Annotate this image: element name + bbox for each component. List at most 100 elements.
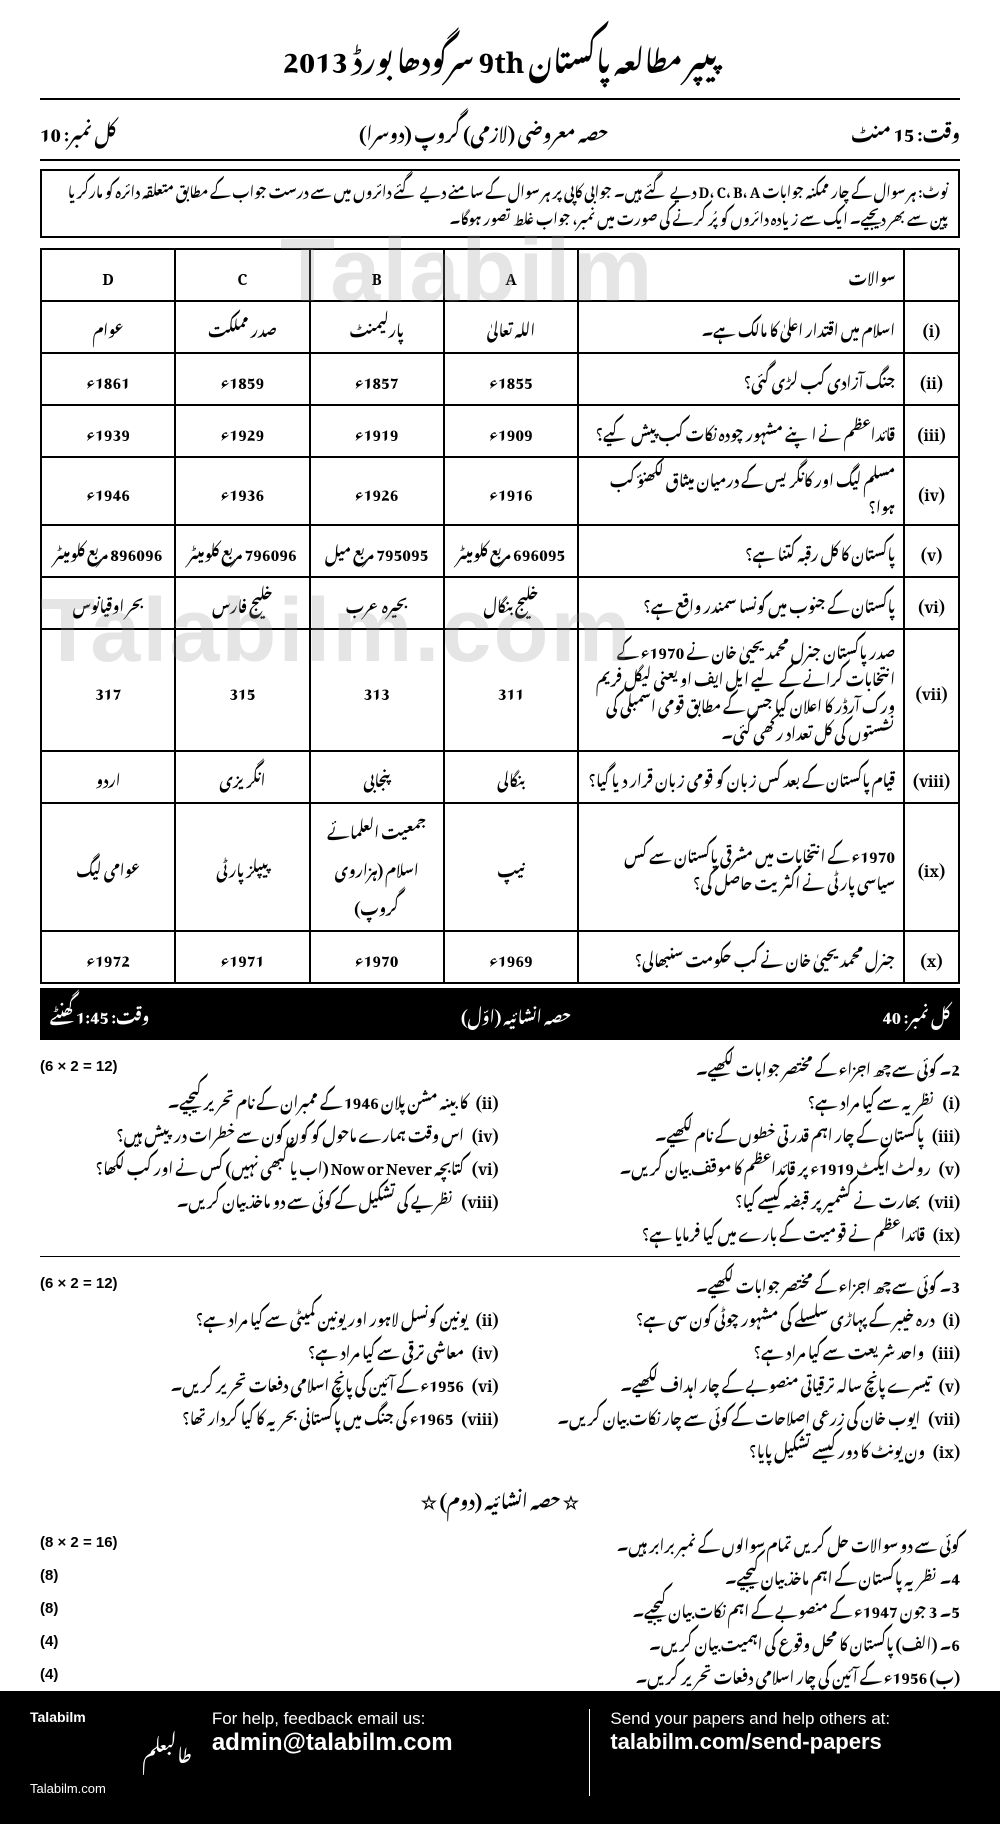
mcq-question: قیام پاکستان کے بعد کس زبان کو قومی زبان…	[578, 751, 904, 803]
exam-page: Talabilm Talabilm.com پیپر مطالعہ پاکستا…	[0, 0, 1000, 1691]
part-num: (v)	[939, 1149, 960, 1182]
bar-time: وقت: 1:45 گھنٹے	[50, 994, 149, 1034]
mcq-opt-c: خلیج فارس	[175, 577, 309, 629]
mcq-row: (x)جنرل محمد یحییٰ خان نے کب حکومت سنبھا…	[41, 931, 959, 983]
long-head-marks: (8 × 2 = 16)	[40, 1526, 118, 1559]
mcq-opt-c: 1929ء	[175, 405, 309, 457]
mcq-opt-b: 1926ء	[310, 457, 444, 525]
part-text: تیسرے پانچ سالہ ترقیاتی منصوبے کے چار اہ…	[620, 1366, 931, 1399]
mcq-question: جنگ آزادی کب لڑی گئی؟	[578, 353, 904, 405]
mcq-opt-b: جمعیت العلمائے اسلام (ہزاروی گروپ)	[310, 803, 444, 931]
longq-text: 4۔ نظریہ پاکستان کے اہم ماخذ بیان کیجیے۔	[725, 1559, 960, 1592]
mcq-num: (ii)	[904, 353, 959, 405]
long-question: 5۔ 3 جون 1947ء کے منصوبے کے اہم نکات بیا…	[40, 1592, 960, 1625]
part-num: (ii)	[476, 1083, 499, 1116]
col-num	[904, 249, 959, 301]
mcq-opt-d: بحر اوقیانوس	[41, 577, 175, 629]
part-num: (iii)	[932, 1116, 960, 1149]
mcq-question: جنرل محمد یحییٰ خان نے کب حکومت سنبھالی؟	[578, 931, 904, 983]
mcq-opt-a: 311	[444, 629, 578, 751]
subject-label: حصہ معروضی (لازمی) گروپ (دوسرا)	[359, 108, 608, 153]
mcq-opt-d: 1972ء	[41, 931, 175, 983]
mcq-opt-d: اردو	[41, 751, 175, 803]
q2-part: (ii)کابینہ مشن پلان 1946 کے ممبران کے نا…	[57, 1083, 499, 1116]
part-num: (i)	[943, 1300, 960, 1333]
question-2: 2۔ کوئی سے چھ اجزاء کے مختصر جوابات لکھی…	[40, 1050, 960, 1248]
mcq-opt-a: 1916ء	[444, 457, 578, 525]
mcq-question: قائداعظم نے اپنے مشہور چودہ نکات کب پیش …	[578, 405, 904, 457]
bar-marks: کل نمبر: 40	[883, 994, 950, 1034]
q3-marks: (6 × 2 = 12)	[40, 1267, 118, 1300]
page-footer: Talabilm طالبعلم Talabilm.com For help, …	[0, 1691, 1000, 1824]
mcq-opt-a: 696095 مربع کلومیٹر	[444, 525, 578, 577]
q2-part: (iii)پاکستان کے چار اہم قدرتی خطوں کے نا…	[518, 1116, 960, 1149]
part-text: اس وقت ہمارے ماحول کو کون کون سے خطرات د…	[116, 1116, 464, 1149]
footer-brand: Talabilm طالبعلم Talabilm.com	[30, 1709, 192, 1796]
section-bar: کل نمبر: 40 حصہ انشائیہ (اوّل) وقت: 1:45…	[40, 988, 960, 1040]
longq-marks: (4)	[40, 1658, 58, 1691]
mcq-opt-d: 1939ء	[41, 405, 175, 457]
part-num: (iv)	[472, 1116, 498, 1149]
part-text: ون یونٹ کا دور کیسے تشکیل پایا؟	[749, 1432, 925, 1465]
mcq-row: (vi)پاکستان کے جنوب میں کونسا سمندر واقع…	[41, 577, 959, 629]
col-question: سوالات	[578, 249, 904, 301]
mcq-opt-d: 317	[41, 629, 175, 751]
sub-header: وقت: 15 منٹ حصہ معروضی (لازمی) گروپ (دوس…	[40, 108, 960, 161]
long-head-text: کوئی سے دو سوالات حل کریں تمام سوالوں کے…	[617, 1526, 960, 1559]
q3-part: (iii)واحد شریعت سے کیا مراد ہے؟	[518, 1333, 960, 1366]
mcq-opt-d: 1946ء	[41, 457, 175, 525]
mcq-opt-b: پارلیمنٹ	[310, 301, 444, 353]
q2-part: (vi)کتابچہ Now or Never (اب یا کبھی نہیں…	[57, 1149, 499, 1182]
long-question: 4۔ نظریہ پاکستان کے اہم ماخذ بیان کیجیے۔…	[40, 1559, 960, 1592]
help-email: admin@talabilm.com	[212, 1729, 570, 1757]
mcq-opt-d: 896096 مربع کلومیٹر	[41, 525, 175, 577]
longq-text: (ب) 1956ء کے آئین کی چار اسلامی دفعات تح…	[636, 1658, 960, 1691]
long-question: (ب) 1956ء کے آئین کی چار اسلامی دفعات تح…	[40, 1658, 960, 1691]
mcq-opt-c: 1936ء	[175, 457, 309, 525]
mcq-row: (iii)قائداعظم نے اپنے مشہور چودہ نکات کب…	[41, 405, 959, 457]
mcq-opt-c: 315	[175, 629, 309, 751]
mcq-opt-c: 796096 مربع کلومیٹر	[175, 525, 309, 577]
part-text: واحد شریعت سے کیا مراد ہے؟	[754, 1333, 924, 1366]
mcq-header-row: سوالات A B C D	[41, 249, 959, 301]
col-a: A	[444, 249, 578, 301]
mcq-opt-c: صدر مملکت	[175, 301, 309, 353]
mcq-opt-d: 1861ء	[41, 353, 175, 405]
part-text: معاشی ترقی سے کیا مراد ہے؟	[308, 1333, 464, 1366]
mcq-opt-b: بحیرہ عرب	[310, 577, 444, 629]
q3-part: (vii)ایوب خان کی زرعی اصلاحات کے کوئی سے…	[518, 1399, 960, 1432]
q3-part: (iv) معاشی ترقی سے کیا مراد ہے؟	[57, 1333, 499, 1366]
q2-head: 2۔ کوئی سے چھ اجزاء کے مختصر جوابات لکھی…	[696, 1050, 960, 1083]
q3-part: (ix)ون یونٹ کا دور کیسے تشکیل پایا؟	[518, 1432, 960, 1465]
q2-part: (vii)بھارت نے کشمیر پر قبضہ کیسے کیا؟	[518, 1182, 960, 1215]
part-text: 1956ء کے آئین کی پانچ اسلامی دفعات تحریر…	[171, 1366, 464, 1399]
part-num: (vi)	[472, 1149, 498, 1182]
mcq-num: (i)	[904, 301, 959, 353]
footer-help: For help, feedback email us: admin@talab…	[212, 1709, 591, 1796]
mcq-opt-b: 1919ء	[310, 405, 444, 457]
longq-marks: (8)	[40, 1592, 58, 1625]
part-text: یونین کونسل لاہور اور یونین کمیٹی سے کیا…	[196, 1300, 468, 1333]
q2-part: (iv) اس وقت ہمارے ماحول کو کون کون سے خطر…	[57, 1116, 499, 1149]
longq-marks: (8)	[40, 1559, 58, 1592]
part-text: 1965ء کی جنگ میں پاکستانی بحریہ کا کیا ک…	[182, 1399, 453, 1432]
q2-part: (i)نظریہ سے کیا مراد ہے؟	[518, 1083, 960, 1116]
instructions-note: نوٹ: ہر سوال کے چار ممکنہ جوابات D، C، B…	[40, 169, 960, 238]
mcq-opt-a: بنگالی	[444, 751, 578, 803]
part-num: (i)	[943, 1083, 960, 1116]
mcq-question: پاکستان کا کل رقبہ کتنا ہے؟	[578, 525, 904, 577]
question-3: 3۔ کوئی سے چھ اجزاء کے مختصر جوابات لکھی…	[40, 1267, 960, 1465]
part-text: نظریے کی تشکیل کے کوئی سے دو ماخذ بیان ک…	[177, 1182, 454, 1215]
part-num: (iv)	[472, 1333, 498, 1366]
part-text: ایوب خان کی زرعی اصلاحات کے کوئی سے چار …	[557, 1399, 920, 1432]
mcq-row: (i)اسلام میں اقتدار اعلیٰ کا مالک ہے۔الل…	[41, 301, 959, 353]
q3-part: (ii) یونین کونسل لاہور اور یونین کمیٹی سے…	[57, 1300, 499, 1333]
part-text: بھارت نے کشمیر پر قبضہ کیسے کیا؟	[735, 1182, 920, 1215]
brand-english: Talabilm	[30, 1709, 192, 1725]
part-text: درہ خیبر کے پہاڑی سلسلے کی مشہور چوٹی کو…	[636, 1300, 935, 1333]
mcq-num: (ix)	[904, 803, 959, 931]
mcq-row: (vii)صدر پاکستان جنرل محمد یحییٰ خان نے …	[41, 629, 959, 751]
help-label: For help, feedback email us:	[212, 1709, 570, 1729]
page-header: پیپر مطالعہ پاکستان 9th سرگودھا بورڈ 201…	[40, 20, 960, 100]
part-num: (ii)	[476, 1300, 499, 1333]
